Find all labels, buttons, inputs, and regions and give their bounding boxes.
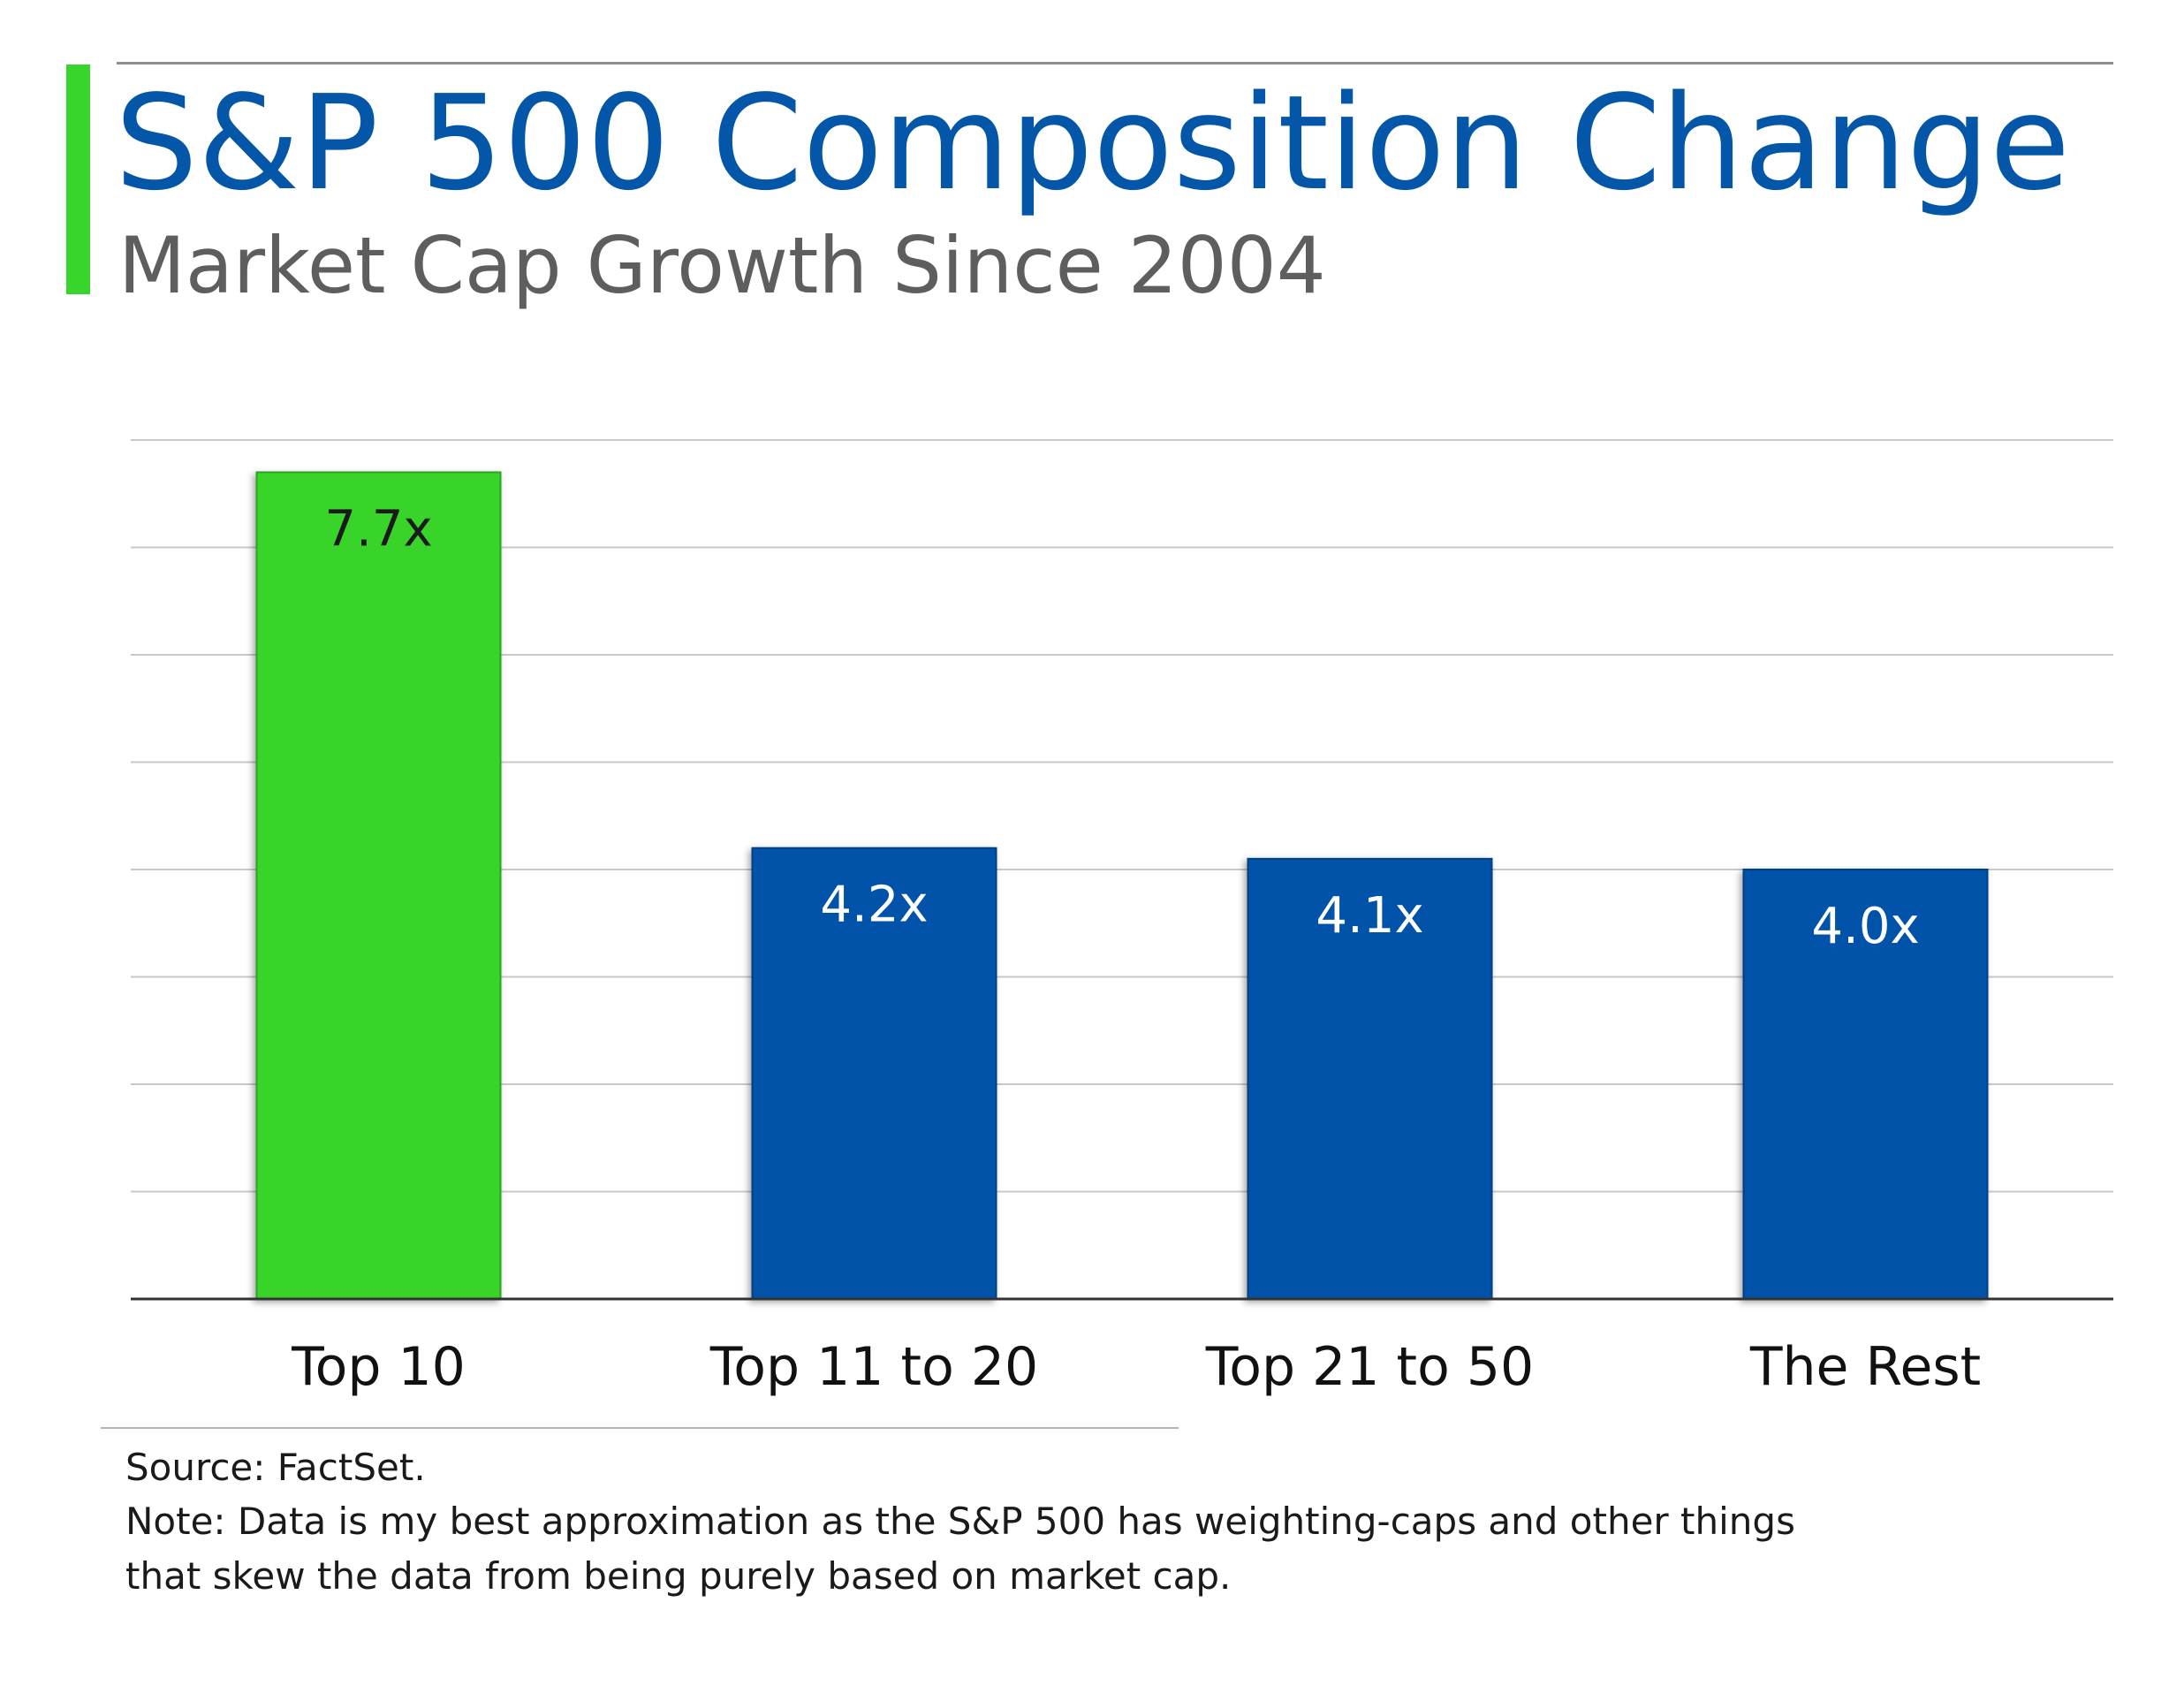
bar-top-21-to-50	[1247, 857, 1493, 1300]
source-text: Source: FactSet.	[125, 1446, 426, 1489]
data-label-top-11-to-20: 4.2x	[820, 877, 928, 934]
source-rule	[101, 1427, 1179, 1429]
note-text-line-1: Note: Data is my best approximation as t…	[125, 1500, 1795, 1543]
bars	[255, 471, 1989, 1300]
data-label-the-rest: 4.0x	[1811, 898, 1919, 955]
x-tick-label-top-21-to-50: Top 21 to 50	[1205, 1336, 1534, 1398]
chart-subtitle: Market Cap Growth Since 2004	[118, 220, 1326, 311]
bar-top-10	[255, 471, 502, 1300]
bar-top-11-to-20	[751, 847, 997, 1300]
data-labels: 7.7x 4.2x 4.1x 4.0x	[324, 500, 1919, 955]
x-tick-label-top-11-to-20: Top 11 to 20	[709, 1336, 1038, 1398]
bar-chart: 7.7x 4.2x 4.1x 4.0x Top 10 Top 11 to 20 Top 2…	[131, 439, 2113, 1398]
x-tick-label-top-10: Top 10	[291, 1336, 466, 1398]
top-rule	[117, 62, 2113, 65]
note-text-line-2: that skew the data from being purely bas…	[125, 1554, 1232, 1598]
bar-the-rest	[1742, 869, 1989, 1300]
x-tick-labels: Top 10 Top 11 to 20 Top 21 to 50 The Rest	[291, 1336, 1981, 1398]
data-label-top-10: 7.7x	[324, 500, 432, 558]
x-tick-label-the-rest: The Rest	[1749, 1336, 1981, 1398]
data-label-top-21-to-50: 4.1x	[1316, 887, 1423, 945]
chart-title: S&P 500 Composition Change	[115, 67, 2071, 219]
title-accent-bar	[66, 65, 90, 294]
